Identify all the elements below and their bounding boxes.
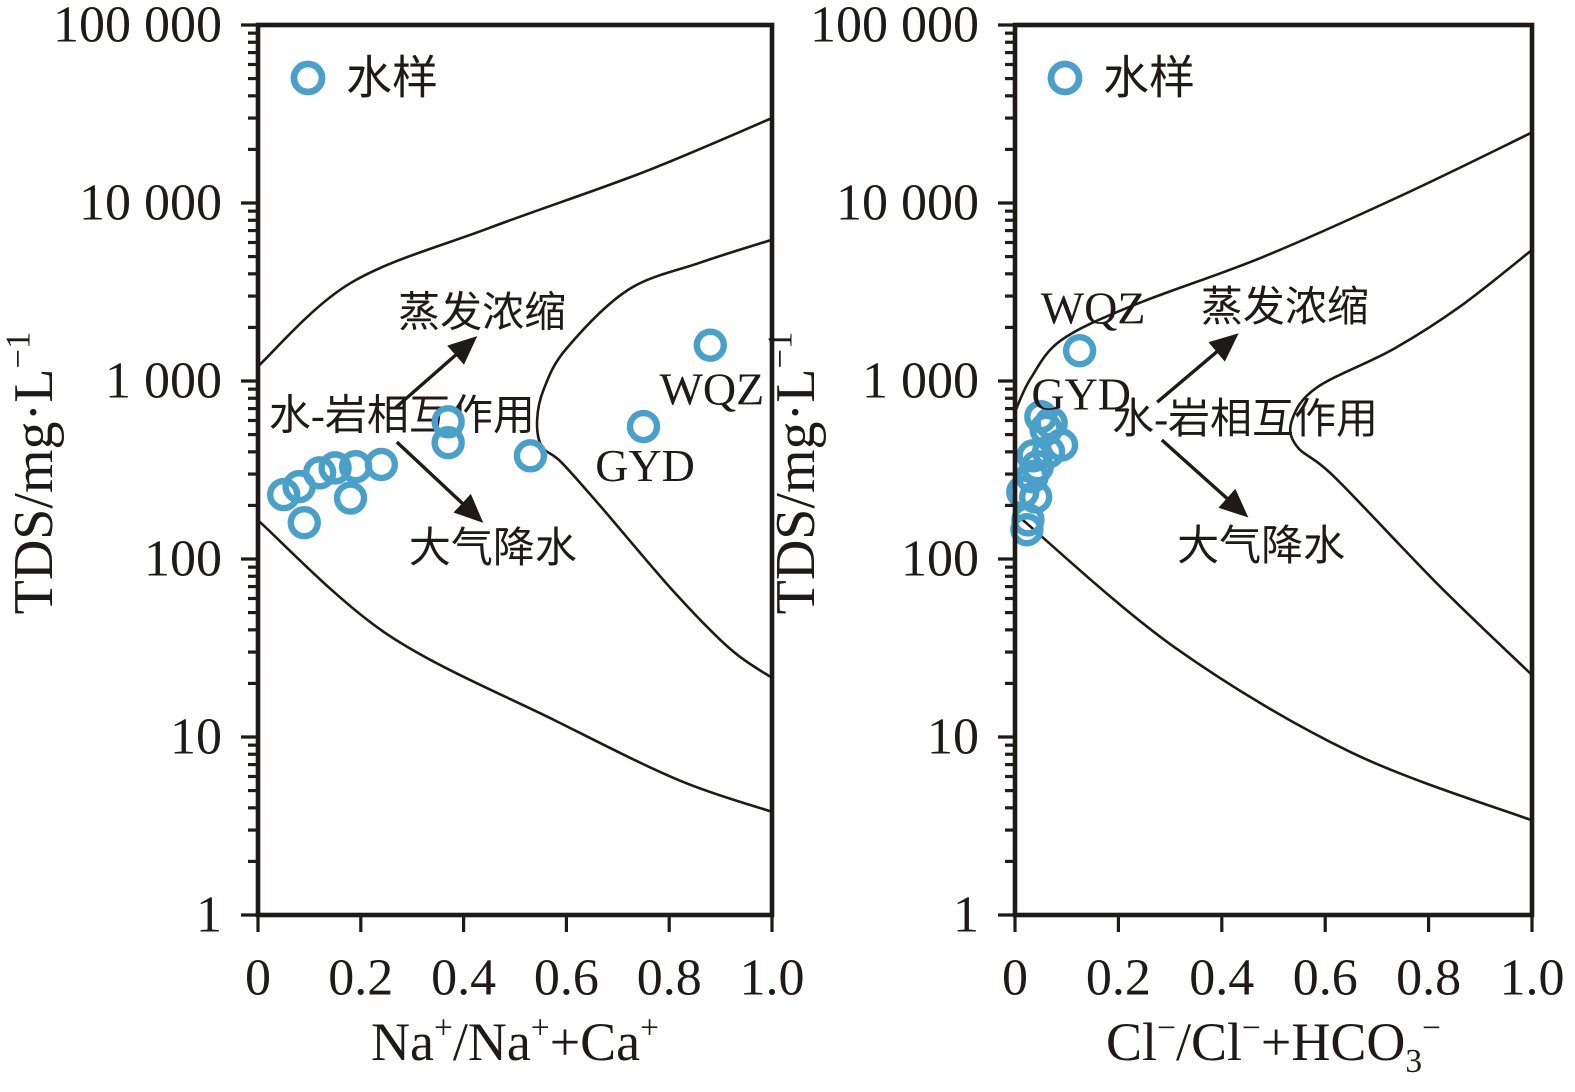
precipitation-arrow: [1160, 438, 1249, 518]
boundary-curve-upper: [258, 116, 772, 368]
sample-point: [1062, 333, 1097, 368]
plot-box: [1012, 22, 1535, 918]
region-label-0: 蒸发浓缩: [1201, 285, 1369, 331]
sample-point: [431, 426, 465, 460]
sample-point: [626, 409, 661, 444]
y-tick-label: 100 000: [810, 0, 979, 54]
region-label-1: 水-岩相互作用: [1112, 397, 1378, 443]
legend: 水样: [290, 53, 438, 104]
y-tick-label: 1 000: [862, 353, 979, 410]
y-tick-label: 1 000: [105, 353, 222, 410]
x-tick-label: 0.6: [1293, 950, 1358, 1007]
x-tick-label: 0: [1002, 950, 1028, 1007]
sample-label-WQZ: WQZ: [659, 364, 764, 415]
x-tick-label: 0.4: [1189, 950, 1254, 1007]
x-tick-label: 0.2: [328, 950, 393, 1007]
x-tick-label: 0.4: [431, 950, 496, 1007]
y-tick-label: 10: [927, 709, 979, 766]
sample-point: [431, 405, 465, 439]
region-label-2: 大气降水: [1177, 524, 1345, 570]
x-tick-label: 0: [245, 950, 271, 1007]
y-tick-label: 1: [196, 887, 222, 944]
region-label-2: 大气降水: [409, 526, 577, 572]
y-axis-title: TDS/mg·L−1: [0, 332, 65, 615]
sample-point: [364, 447, 399, 482]
x-axis-title: Cl−/Cl−+HCO3−: [1106, 1009, 1441, 1079]
y-tick-label: 100: [901, 531, 979, 588]
x-tick-label: 1.0: [1500, 950, 1565, 1007]
sample-label-GYD: GYD: [1031, 369, 1131, 420]
sample-label-WQZ: WQZ: [1041, 283, 1146, 334]
axis-ticks: [998, 23, 1534, 932]
legend-marker-icon: [1047, 60, 1083, 96]
boundary-curve-inner: [535, 238, 772, 679]
boundary-curve-inner: [1288, 248, 1532, 676]
region-label-1: 水-岩相互作用: [269, 394, 535, 440]
y-tick-label: 100 000: [53, 0, 222, 54]
y-tick-label: 1: [953, 887, 979, 944]
axis-ticks: [241, 23, 774, 932]
boundary-curves: [1015, 131, 1532, 822]
legend-marker-icon: [290, 60, 326, 96]
y-tick-label: 10 000: [836, 175, 979, 232]
sample-point: [333, 481, 368, 515]
sample-label-GYD: GYD: [595, 440, 695, 491]
legend: 水样: [1047, 53, 1195, 104]
boundary-curve-upper: [1015, 131, 1532, 413]
boundary-curve-lower: [258, 519, 772, 814]
y-axis-title: TDS/mg·L−1: [761, 332, 827, 615]
x-tick-label: 0.8: [637, 950, 702, 1007]
sample-point: [693, 328, 728, 362]
sample-point: [302, 456, 337, 490]
plot-box: [255, 22, 775, 918]
x-tick-label: 0.8: [1396, 950, 1461, 1007]
legend-label: 水样: [346, 53, 438, 104]
x-tick-label: 0.6: [534, 950, 599, 1007]
sample-point: [513, 439, 548, 473]
x-tick-label: 0.2: [1086, 950, 1151, 1007]
legend-label: 水样: [1103, 53, 1195, 104]
evaporation-arrow: [394, 336, 478, 410]
evaporation-arrow: [1156, 333, 1239, 404]
boundary-curves: [258, 116, 772, 814]
sample-point: [1044, 428, 1079, 462]
precipitation-arrow: [395, 440, 484, 523]
boundary-curve-lower: [1015, 510, 1532, 822]
sample-point: [318, 451, 352, 485]
y-tick-label: 10 000: [79, 175, 222, 232]
sample-point: [287, 505, 321, 540]
x-axis-title: Na+/Na++Ca+: [371, 1009, 659, 1072]
x-tick-label: 1.0: [740, 950, 805, 1007]
region-label-0: 蒸发浓缩: [398, 290, 566, 336]
y-tick-label: 100: [144, 531, 222, 588]
sample-points: [267, 328, 728, 540]
y-tick-label: 10: [170, 709, 222, 766]
